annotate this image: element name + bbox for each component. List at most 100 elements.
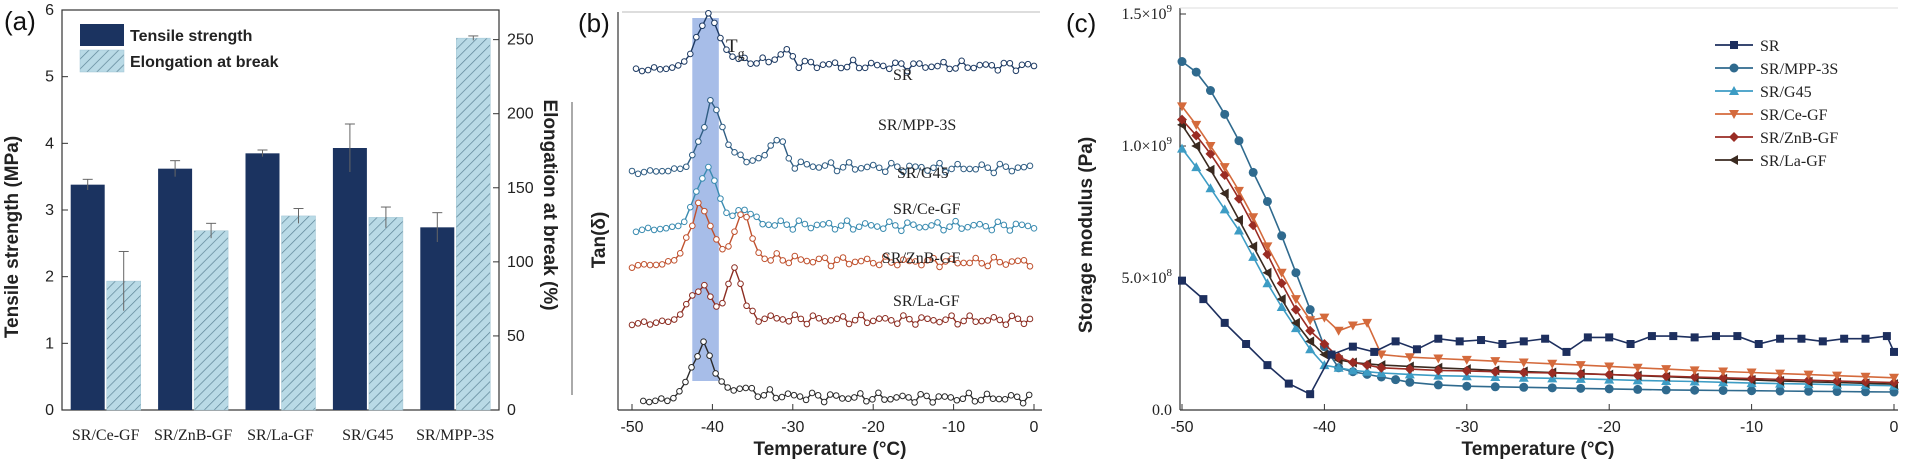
- tan-delta-marker: [1006, 227, 1014, 234]
- tan-delta-marker: [711, 19, 718, 27]
- series-marker: [1205, 164, 1215, 175]
- tan-delta-marker: [839, 254, 847, 261]
- tan-delta-marker: [928, 63, 935, 71]
- tan-delta-marker: [958, 57, 965, 65]
- series-marker: [1306, 390, 1315, 399]
- tan-delta-marker: [825, 60, 833, 68]
- tan-delta-marker: [765, 221, 772, 229]
- tan-delta-marker: [1030, 62, 1038, 70]
- tan-delta-marker: [646, 321, 654, 328]
- tan-delta-marker: [906, 162, 913, 170]
- tan-delta-marker: [838, 395, 846, 402]
- tan-delta-marker: [819, 221, 827, 228]
- tan-delta-marker: [863, 397, 870, 405]
- tan-delta-marker: [748, 384, 756, 392]
- tan-delta-marker: [676, 165, 684, 173]
- tan-delta-marker: [731, 228, 738, 235]
- series-marker: [1319, 313, 1330, 323]
- tan-delta-marker: [712, 370, 719, 377]
- elongation-bar: [456, 37, 491, 411]
- tan-delta-marker: [729, 53, 736, 60]
- x-tick-label: -40: [701, 419, 724, 436]
- tan-delta-marker: [869, 259, 877, 267]
- tan-delta-marker: [863, 319, 871, 327]
- tan-delta-marker: [749, 157, 756, 164]
- series-marker: [1547, 368, 1558, 379]
- legend-label: SR/Ce-GF: [1760, 107, 1828, 124]
- series-marker: [1248, 167, 1258, 177]
- tan-delta-marker: [767, 312, 774, 319]
- tan-delta-marker: [977, 396, 985, 404]
- series-marker: [1730, 41, 1738, 49]
- tan-delta-marker: [996, 258, 1004, 266]
- series-marker: [1199, 295, 1208, 304]
- tan-delta-marker: [707, 293, 714, 300]
- tan-delta-marker: [869, 396, 876, 403]
- tan-delta-marker: [795, 64, 803, 72]
- tan-delta-marker: [1020, 256, 1028, 264]
- curve-label: SR/La-GF: [893, 293, 960, 310]
- series-marker: [1718, 367, 1729, 377]
- tan-delta-marker: [741, 206, 748, 214]
- series-marker: [1689, 372, 1700, 382]
- series-marker: [1234, 136, 1244, 146]
- tan-delta-marker: [652, 397, 659, 405]
- category-label: SR/Ce-GF: [72, 427, 140, 444]
- series-marker: [1376, 362, 1387, 373]
- panel-b-ylabel: Tan(δ): [589, 212, 610, 269]
- tan-delta-marker: [867, 221, 875, 229]
- series-marker: [1333, 352, 1344, 363]
- tan-delta-marker: [634, 261, 642, 269]
- series-marker: [1177, 143, 1187, 153]
- tan-delta-marker: [761, 255, 768, 263]
- tan-delta-marker: [922, 64, 929, 71]
- tan-delta-marker: [948, 255, 955, 263]
- tan-delta-curve: [631, 201, 1031, 269]
- series-marker: [1433, 380, 1443, 390]
- series-marker: [1262, 278, 1273, 288]
- tan-delta-marker: [863, 255, 871, 263]
- tan-delta-marker: [650, 226, 658, 234]
- tan-delta-marker: [885, 65, 893, 73]
- series-marker: [1576, 383, 1586, 393]
- tan-delta-marker: [771, 56, 779, 63]
- tan-delta-marker: [942, 316, 949, 324]
- tan-delta-marker: [789, 226, 797, 233]
- tan-delta-marker: [719, 123, 726, 131]
- right-tick-label: 150: [507, 180, 534, 197]
- tan-delta-marker: [936, 318, 943, 326]
- tan-delta-marker: [887, 317, 895, 324]
- tan-delta-marker: [777, 51, 785, 58]
- tan-delta-marker: [857, 257, 865, 265]
- tan-delta-marker: [1020, 320, 1028, 328]
- tg-annotation: Tg: [726, 36, 745, 62]
- tan-delta-marker: [634, 170, 642, 178]
- y-tick-label: 0.0: [1152, 402, 1172, 419]
- tan-delta-marker: [646, 261, 654, 269]
- left-tick-label: 1: [45, 335, 54, 352]
- tan-delta-marker: [849, 226, 857, 233]
- tan-delta-marker: [725, 141, 732, 149]
- series-marker: [1262, 267, 1272, 278]
- tan-delta-marker: [664, 318, 672, 326]
- tan-delta-marker: [664, 167, 672, 175]
- tan-delta-marker: [686, 203, 694, 211]
- series-marker: [1832, 375, 1843, 386]
- series-marker: [1747, 386, 1757, 396]
- category-label: SR/La-GF: [247, 427, 314, 444]
- series-marker: [1404, 364, 1415, 375]
- tan-delta-marker: [918, 163, 925, 171]
- series-marker: [1797, 334, 1806, 343]
- tan-delta-marker: [1008, 258, 1016, 265]
- series-marker: [1519, 337, 1528, 346]
- tan-delta-marker: [658, 395, 665, 402]
- series-marker: [1248, 213, 1259, 223]
- tan-delta-marker: [1012, 220, 1020, 228]
- category-label: SR/MPP-3S: [416, 427, 494, 444]
- left-tick-label: 6: [45, 2, 54, 19]
- tan-delta-marker: [900, 256, 907, 263]
- panel-c-legend: SR SR/MPP-3S SR/G45 SR/Ce-GF SR/ZnB-GF SR/La-…: [1715, 38, 1838, 170]
- series-marker: [1455, 337, 1464, 346]
- series-marker: [1434, 334, 1443, 343]
- series-marker: [1219, 163, 1230, 173]
